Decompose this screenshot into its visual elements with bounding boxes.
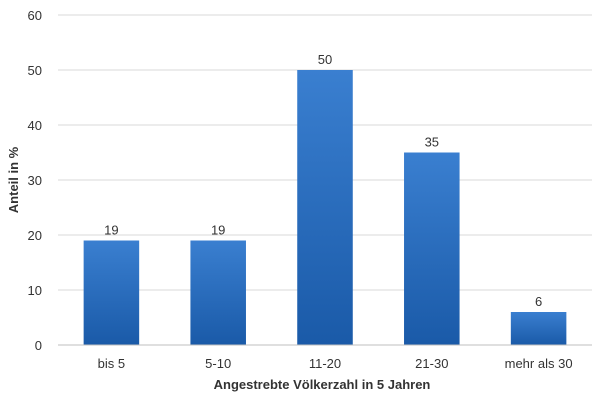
bar [190, 240, 246, 345]
bars [83, 70, 567, 345]
data-labels: 19 19 50 35 6 [104, 52, 542, 309]
data-label: 19 [211, 223, 225, 238]
y-tick-label: 20 [28, 228, 42, 243]
data-label: 50 [318, 52, 332, 67]
y-axis-ticks: 0 10 20 30 40 50 60 [28, 8, 42, 353]
x-axis-title: Angestrebte Völkerzahl in 5 Jahren [214, 377, 431, 392]
y-tick-label: 0 [35, 338, 42, 353]
y-tick-label: 10 [28, 283, 42, 298]
x-tick-label: 11-20 [309, 356, 341, 371]
data-label: 35 [425, 135, 439, 150]
data-label: 6 [535, 294, 542, 309]
bar [404, 152, 460, 345]
x-tick-label: mehr als 30 [505, 356, 573, 371]
bar [510, 312, 567, 345]
y-tick-label: 30 [28, 173, 42, 188]
data-label: 19 [104, 223, 118, 238]
y-tick-label: 50 [28, 63, 42, 78]
x-tick-label: 21-30 [415, 356, 448, 371]
bar [297, 70, 353, 345]
x-axis-ticks: bis 5 5-10 11-20 21-30 mehr als 30 [98, 356, 573, 371]
y-tick-label: 60 [28, 8, 42, 23]
y-axis-title: Anteil in % [6, 146, 21, 213]
x-tick-label: bis 5 [98, 356, 125, 371]
y-tick-label: 40 [28, 118, 42, 133]
bar [83, 240, 140, 345]
x-tick-label: 5-10 [205, 356, 231, 371]
